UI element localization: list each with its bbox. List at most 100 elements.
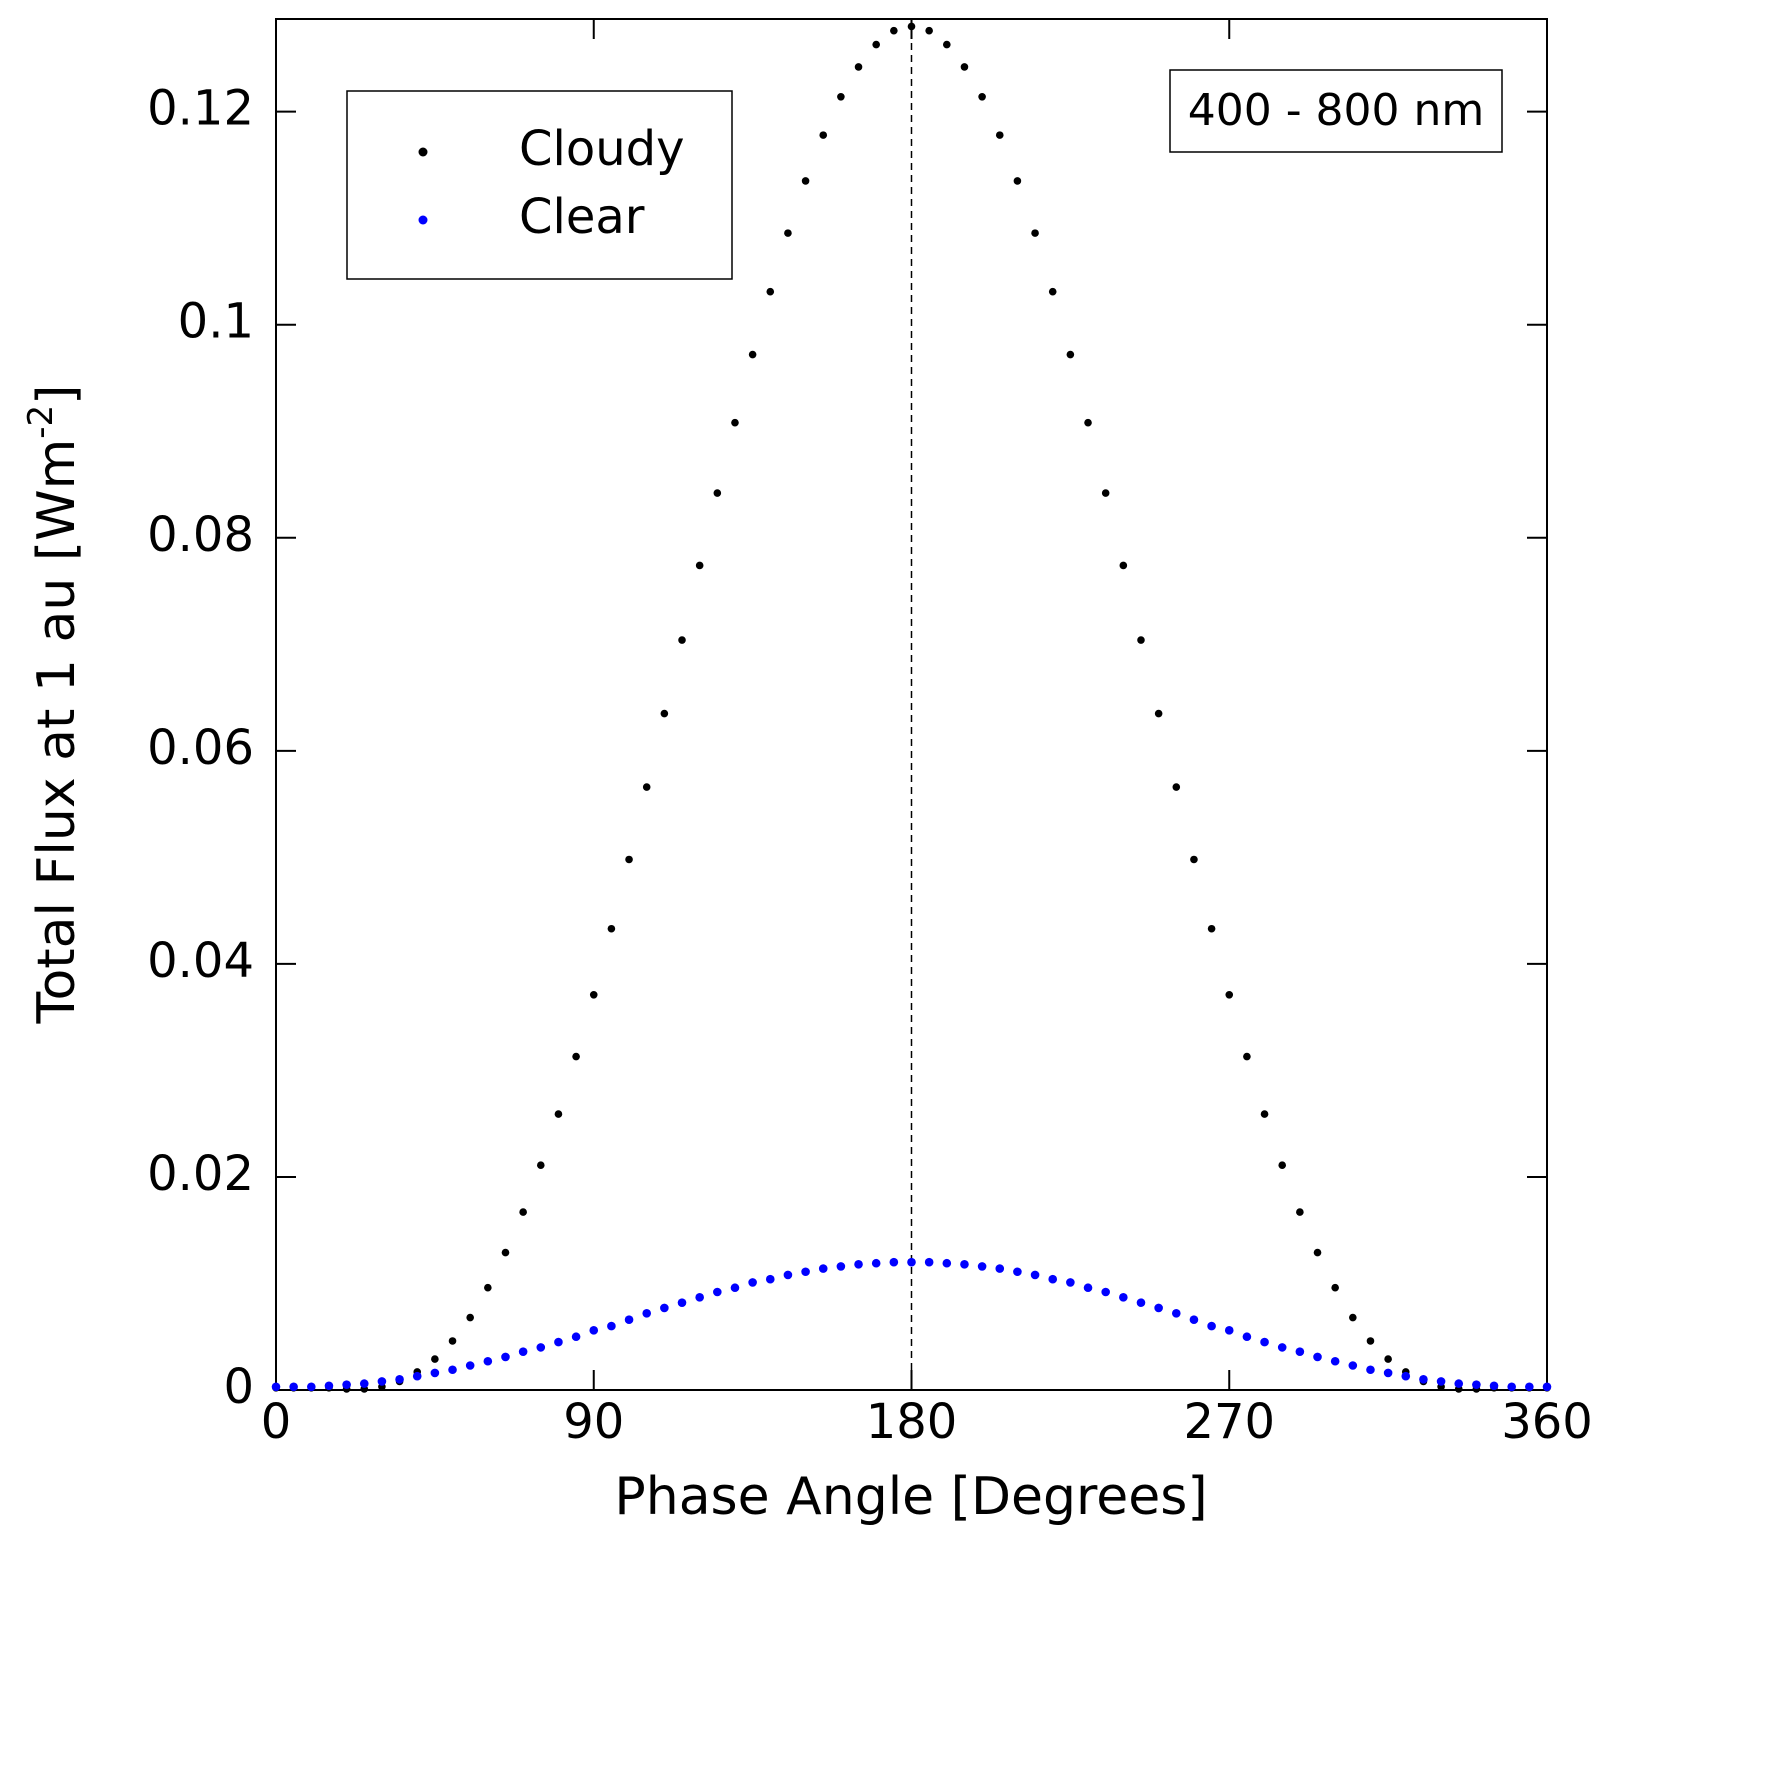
x-axis-label: Phase Angle [Degrees] (614, 1467, 1207, 1527)
data-point (1296, 1208, 1304, 1216)
data-point (377, 1377, 387, 1386)
y-axis-label: Total Flux at 1 au [Wm-2] (21, 385, 88, 1025)
data-point (1048, 287, 1057, 296)
data-point (995, 1264, 1005, 1273)
y-axis-label-end: ] (27, 385, 87, 405)
data-point (1066, 1278, 1075, 1287)
data-point (1348, 1361, 1358, 1370)
data-point (1190, 855, 1198, 864)
data-point (501, 1352, 510, 1362)
data-point (1366, 1365, 1375, 1375)
data-point (1454, 1379, 1464, 1388)
y-tick-label: 0 (223, 1359, 254, 1415)
data-point (942, 1258, 952, 1268)
data-point (519, 1208, 527, 1216)
data-point (1119, 1293, 1128, 1302)
data-point (589, 990, 598, 999)
data-point (1031, 229, 1039, 237)
y-tick-label: 0.06 (147, 720, 254, 776)
data-point (1083, 1283, 1093, 1293)
annotation-box (1169, 69, 1503, 153)
data-point (1189, 1315, 1199, 1324)
data-point (748, 350, 757, 359)
data-point (1401, 1371, 1411, 1381)
data-point (1260, 1110, 1269, 1118)
data-point (536, 1343, 546, 1352)
data-point (1013, 1267, 1022, 1277)
data-point (1207, 1321, 1216, 1331)
data-point (1278, 1161, 1287, 1170)
data-point (589, 1326, 599, 1335)
x-tick-label: 270 (1183, 1394, 1275, 1450)
x-tick-label: 360 (1501, 1394, 1593, 1450)
data-point (889, 1257, 899, 1267)
x-tick-label: 0 (261, 1394, 292, 1450)
data-point (730, 1283, 740, 1293)
data-point (607, 1321, 616, 1331)
data-point (1224, 1326, 1234, 1335)
data-point (484, 1283, 492, 1292)
data-point (1330, 1356, 1340, 1366)
data-point (783, 1270, 793, 1280)
data-point (977, 1262, 987, 1271)
data-point (1225, 990, 1234, 999)
data-point (1313, 1352, 1322, 1362)
data-point (695, 1293, 704, 1302)
data-point (766, 287, 775, 296)
legend-label: Clear (519, 189, 645, 245)
annotation: 400 - 800 nm (1188, 85, 1485, 136)
data-point (836, 1262, 846, 1271)
data-point (1101, 1287, 1110, 1297)
data-point (943, 40, 951, 49)
y-tick-label: 0.1 (178, 294, 254, 350)
data-point (907, 22, 916, 31)
data-point (307, 1382, 316, 1392)
data-point (1084, 418, 1092, 427)
data-point (801, 1267, 810, 1277)
data-point (554, 1337, 563, 1347)
legend-marker (418, 147, 428, 157)
data-point (818, 1264, 828, 1273)
data-point (872, 40, 880, 49)
data-point (572, 1052, 580, 1061)
data-point (678, 636, 686, 644)
data-point (1242, 1332, 1252, 1342)
data-point (1436, 1377, 1446, 1386)
data-point (625, 855, 633, 864)
data-point (448, 1365, 457, 1375)
data-point (748, 1278, 757, 1287)
data-point (995, 131, 1004, 139)
data-point (1277, 1343, 1287, 1352)
data-point (731, 418, 739, 427)
data-point (1295, 1347, 1305, 1356)
x-tick-label: 180 (866, 1394, 958, 1450)
data-point (607, 924, 616, 933)
data-point (1384, 1355, 1392, 1363)
data-point (854, 1259, 863, 1269)
data-point (1542, 1382, 1552, 1392)
data-point (642, 1309, 652, 1318)
data-point (978, 92, 986, 101)
data-point (1101, 489, 1110, 497)
data-point (624, 1315, 634, 1324)
data-point (1507, 1382, 1516, 1392)
data-point (765, 1274, 775, 1284)
data-point (395, 1375, 404, 1384)
data-point (412, 1371, 422, 1381)
data-point (1207, 924, 1216, 933)
y-tick-label: 0.02 (147, 1146, 254, 1202)
data-point (1066, 350, 1075, 359)
data-point (695, 561, 704, 570)
data-point (907, 1257, 916, 1267)
data-point (677, 1298, 687, 1307)
data-point (483, 1356, 493, 1366)
data-point (466, 1313, 474, 1322)
data-point (1313, 1248, 1322, 1257)
data-point (1472, 1380, 1481, 1389)
data-point (536, 1161, 545, 1170)
y-axis-label-main: Total Flux at 1 au [Wm (27, 439, 87, 1025)
data-point (819, 131, 828, 139)
data-point (518, 1347, 528, 1356)
y-tick-label: 0.04 (147, 933, 254, 989)
data-point (465, 1361, 475, 1370)
